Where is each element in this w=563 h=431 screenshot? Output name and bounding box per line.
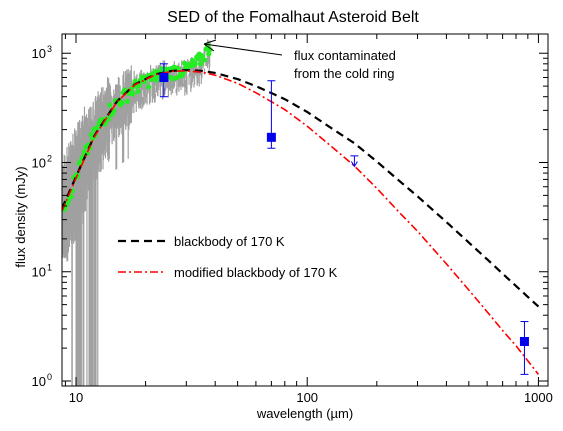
spectrum-point	[170, 76, 176, 82]
y-tick-label: 10	[32, 265, 46, 280]
photometry-point	[519, 336, 529, 346]
spectrum-point	[206, 51, 212, 57]
spectrum-point	[124, 98, 130, 104]
plot-frame	[61, 33, 549, 387]
spectrum-layer	[62, 39, 213, 386]
spectrum-point	[146, 84, 152, 90]
upper-limit-arrow	[350, 161, 358, 168]
model-curves	[62, 69, 540, 375]
y-tick-label: 10	[32, 46, 46, 61]
annotation-arrowhead	[203, 39, 217, 52]
spectrum-point	[107, 102, 113, 108]
contamination-annotation: flux contaminated from the cold ring	[203, 39, 396, 81]
annotation-line-1: flux contaminated	[294, 48, 396, 63]
x-tick-label: 10	[69, 390, 83, 405]
spectrum-point	[198, 61, 204, 67]
annotation-line-2: from the cold ring	[294, 66, 394, 81]
y-tick-exponent: 1	[47, 263, 52, 273]
blackbody-curve	[62, 69, 540, 308]
x-tick-label: 100	[296, 390, 318, 405]
y-tick-label: 10	[32, 374, 46, 389]
y-tick-exponent: 2	[47, 153, 52, 163]
photometry-point	[159, 72, 169, 82]
spectrum-point	[129, 91, 136, 97]
spectrum-point	[68, 194, 74, 200]
spectrum-point	[180, 70, 186, 76]
spectrum-point	[88, 131, 94, 138]
legend-label-blackbody: blackbody of 170 K	[174, 234, 285, 249]
spectrum-point	[192, 60, 198, 67]
spectrum-point	[202, 57, 208, 63]
y-tick-exponent: 0	[47, 372, 52, 382]
spectrum-point	[135, 88, 141, 95]
x-tick-label: 1000	[524, 390, 553, 405]
spectrum-point	[105, 116, 112, 122]
y-tick-exponent: 3	[47, 44, 52, 54]
spectrum-point	[95, 124, 101, 130]
annotation-arrow	[203, 43, 283, 56]
y-tick-label: 10	[32, 155, 46, 170]
spectrum-point	[119, 100, 125, 106]
legend: blackbody of 170 K modified blackbody of…	[118, 234, 338, 280]
photometry-points	[159, 63, 529, 375]
photometry-point	[266, 132, 276, 142]
legend-label-modified: modified blackbody of 170 K	[174, 265, 338, 280]
spectrum-point	[152, 68, 158, 75]
modified-blackbody-curve	[62, 70, 540, 375]
y-axis-label: flux density (mJy)	[13, 166, 28, 267]
spectrum-point	[207, 46, 213, 53]
x-axis-label: wavelength (µm)	[256, 406, 353, 421]
spectrum-point	[182, 60, 188, 66]
spectrum-point	[195, 55, 201, 62]
chart-title: SED of the Fomalhaut Asteroid Belt	[167, 9, 419, 26]
